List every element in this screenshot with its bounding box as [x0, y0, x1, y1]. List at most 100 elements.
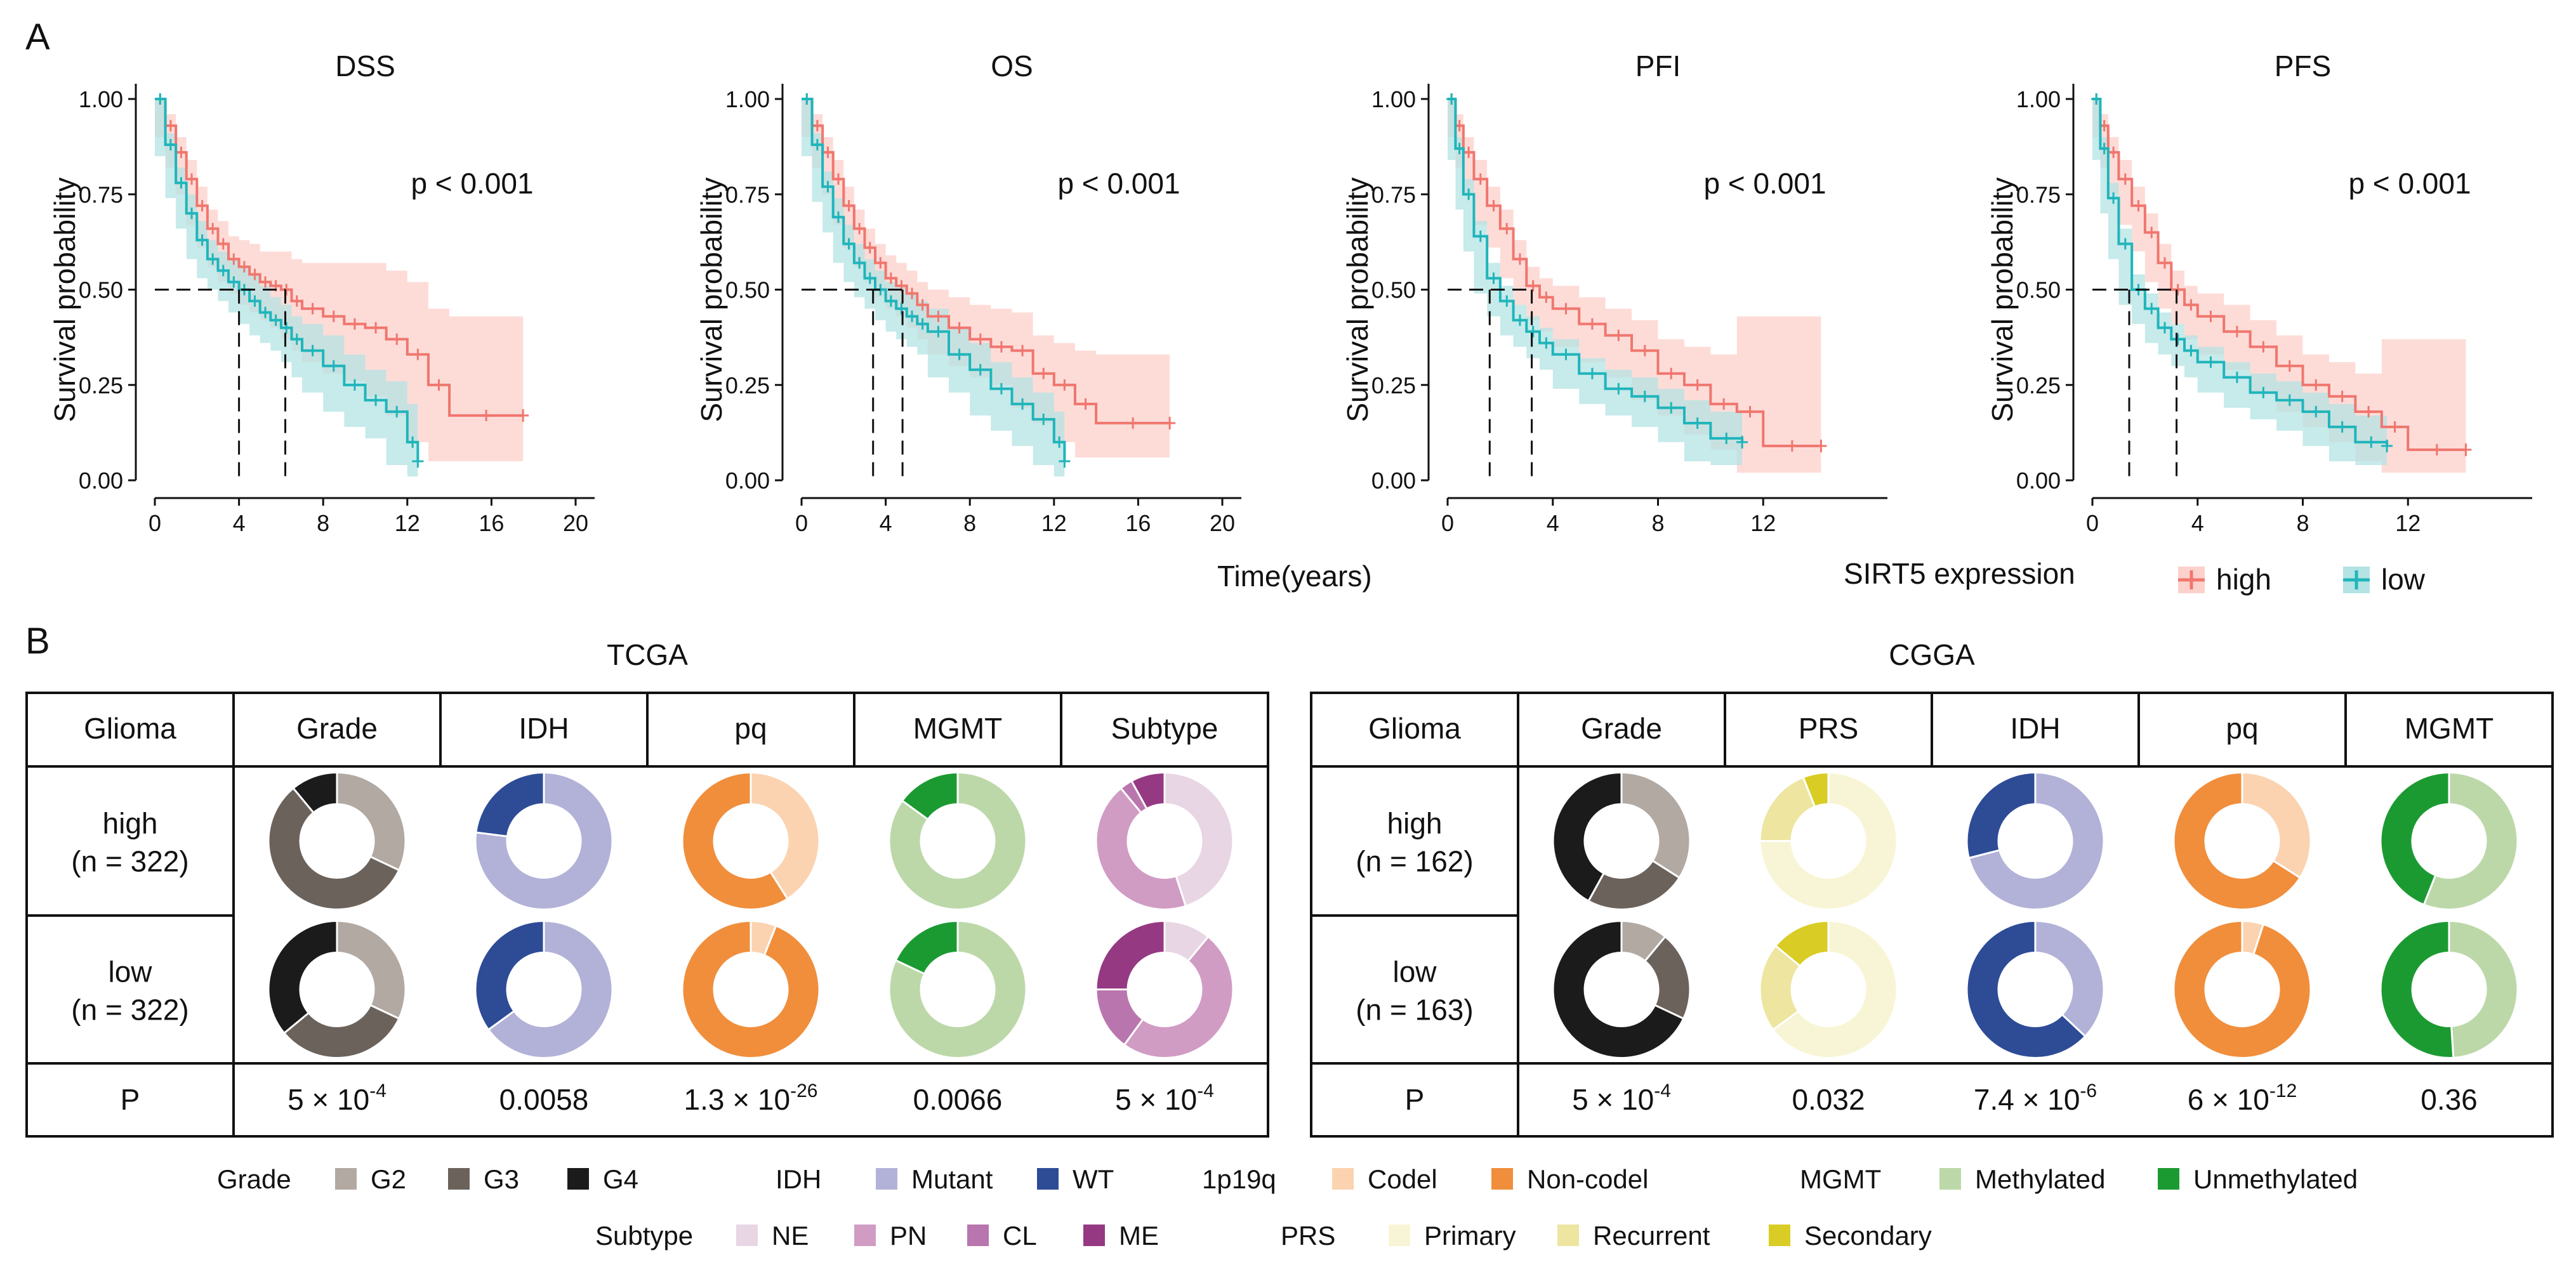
- donut-idh-low: [474, 919, 614, 1059]
- donut-slice: [681, 771, 789, 910]
- x-tick-label: 8: [1651, 510, 1664, 536]
- censor-mark-low: [2381, 439, 2393, 452]
- km-chart-dss: DSS Survival probability 0.00 0.25 0.50 0.75 1…: [48, 49, 595, 536]
- x-tick-label: 12: [1750, 510, 1776, 536]
- x-tick-label: 12: [2395, 510, 2421, 536]
- donut-slice: [2379, 771, 2450, 906]
- censor-mark-high: [875, 257, 886, 269]
- censor-mark-low: [349, 379, 360, 391]
- x-tick-label: 8: [2296, 510, 2309, 536]
- censor-mark-low: [228, 276, 239, 288]
- censor-mark-low: [1475, 230, 1486, 242]
- donut-slice: [1620, 771, 1691, 879]
- censor-mark-low: [954, 348, 965, 360]
- donut-slice: [681, 919, 821, 1059]
- legend-swatch: [876, 1168, 897, 1190]
- censor-mark-high: [1475, 173, 1486, 185]
- row-label-high: high: [103, 807, 158, 840]
- donut-idh-high: [474, 771, 614, 910]
- x-tick-label: 4: [2191, 510, 2204, 536]
- censor-mark-high: [218, 238, 228, 250]
- chart-title: PFI: [1635, 49, 1681, 82]
- legend-swatch: [1769, 1225, 1790, 1246]
- censor-mark-high: [2120, 173, 2130, 185]
- censor-mark-high: [1059, 379, 1070, 391]
- censor-mark-low: [2284, 394, 2295, 406]
- table-title: CGGA: [1889, 638, 1975, 671]
- x-tick-label: 4: [1547, 510, 1559, 536]
- censor-mark-high: [1692, 379, 1703, 391]
- donut-slice: [474, 919, 545, 1032]
- donut-slice: [1965, 771, 2037, 860]
- legend-item-label: NE: [772, 1221, 809, 1251]
- censor-mark-low: [2146, 303, 2157, 315]
- legend-swatch: [567, 1168, 589, 1190]
- x-tick-label: 0: [795, 510, 808, 536]
- y-tick-label: 0.00: [1371, 468, 1416, 494]
- donut-pq-high: [2172, 771, 2312, 910]
- p-value: 5 × 10-4: [287, 1080, 386, 1116]
- censor-mark-low: [2091, 93, 2102, 105]
- x-tick-label: 0: [1441, 510, 1454, 536]
- legend-group-title: IDH: [776, 1164, 821, 1194]
- donut-slice: [475, 771, 545, 837]
- censor-mark-low: [854, 257, 865, 269]
- censor-mark-high: [165, 120, 176, 132]
- chart-title: OS: [991, 49, 1033, 82]
- column-header: MGMT: [913, 712, 1003, 745]
- p-value-label: p < 0.001: [1703, 167, 1826, 200]
- donut-slice: [2448, 919, 2519, 1059]
- p-value: 0.0066: [913, 1083, 1003, 1116]
- p-value-label: p < 0.001: [1057, 167, 1180, 200]
- legend-group-idh: IDH Mutant WT: [776, 1164, 1114, 1194]
- censor-mark-low: [1666, 402, 1677, 414]
- censor-mark-low: [392, 405, 402, 417]
- y-tick-label: 0.50: [79, 277, 123, 303]
- censor-mark-high: [176, 147, 187, 159]
- y-tick-label: 0.00: [725, 468, 770, 494]
- censor-mark-low: [2337, 421, 2348, 433]
- censor-mark-low: [822, 181, 833, 193]
- row-count: (n = 322): [71, 845, 188, 878]
- donut-slice: [2172, 919, 2312, 1059]
- legend-group-grade: Grade G2 G3 G4: [217, 1164, 638, 1194]
- censor-mark-low: [1639, 390, 1650, 402]
- column-header: Grade: [1581, 712, 1662, 745]
- censor-mark-low: [291, 333, 302, 345]
- legend-swatch: [1037, 1168, 1059, 1190]
- censor-mark-low: [2120, 238, 2130, 250]
- censor-mark-low: [218, 265, 228, 277]
- censor-mark-low: [885, 295, 896, 307]
- censor-mark-low: [1502, 295, 1512, 307]
- censor-mark-high: [413, 348, 423, 360]
- column-header: pq: [734, 712, 767, 745]
- censor-mark-low: [975, 364, 986, 376]
- donut-slice: [2422, 771, 2519, 910]
- legend-item-label: Methylated: [1975, 1164, 2105, 1194]
- donut-grade-high: [267, 771, 407, 910]
- x-tick-label: 0: [149, 510, 161, 536]
- donut-prs-low: [1759, 919, 1898, 1059]
- ci-ribbon-high: [802, 99, 1170, 457]
- p-value: 1.3 × 10-26: [684, 1080, 818, 1116]
- censor-mark-high: [433, 379, 444, 391]
- y-axis-label: Survival probability: [48, 177, 81, 422]
- censor-mark-high: [2159, 257, 2170, 269]
- censor-mark-high: [2205, 310, 2216, 322]
- censor-mark-high: [2311, 379, 2322, 391]
- y-tick-label: 0.50: [2016, 277, 2061, 303]
- censor-mark-high: [843, 200, 854, 212]
- legend-item-label: CL: [1003, 1221, 1037, 1251]
- censor-mark-high: [1502, 223, 1512, 235]
- y-tick-label: 1.00: [1371, 86, 1416, 112]
- censor-mark-high: [208, 223, 218, 235]
- donut-slice: [901, 771, 959, 821]
- censor-mark-high: [812, 120, 822, 132]
- censor-mark-low: [407, 436, 418, 448]
- donut-slice: [1163, 771, 1234, 908]
- donut-slice: [1095, 787, 1187, 910]
- donut-slice: [1552, 771, 1623, 903]
- p-value: 6 × 10-12: [2188, 1080, 2297, 1116]
- censor-mark-high: [239, 261, 249, 273]
- x-tick-label: 12: [395, 510, 420, 536]
